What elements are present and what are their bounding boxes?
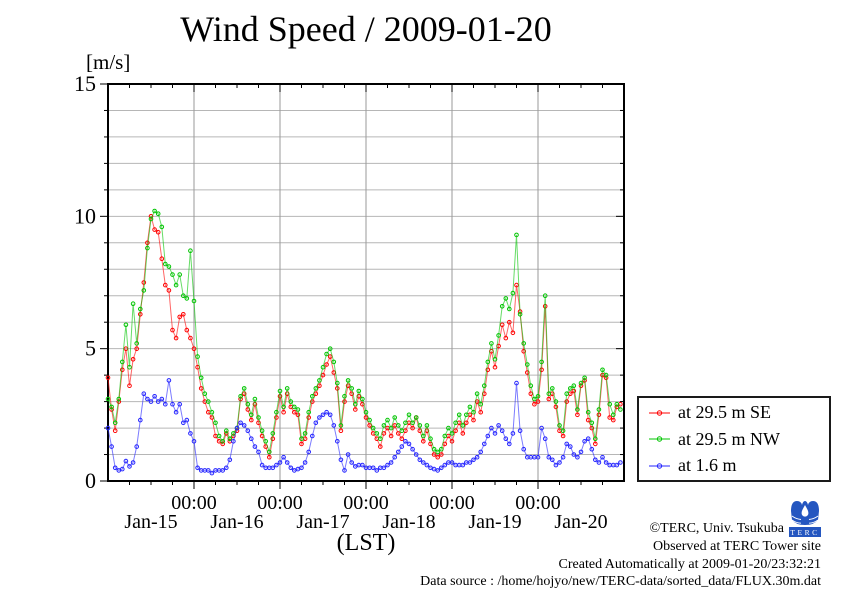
series-at-1-6-m bbox=[105, 378, 623, 476]
legend-item-29-5m-nw: at 29.5 m NW bbox=[648, 427, 829, 451]
x-tick-midnight-label: 00:00 bbox=[257, 492, 303, 514]
y-axis-unit-label: [m/s] bbox=[86, 50, 131, 74]
y-tick-label: 5 bbox=[85, 336, 96, 361]
copyright-text: ©TERC, Univ. Tsukuba bbox=[649, 521, 785, 536]
legend-marker-blue bbox=[649, 462, 670, 469]
data-source-text: Data source : /home/hojyo/new/TERC-data/… bbox=[420, 574, 821, 589]
page-title: Wind Speed / 2009-01-20 bbox=[180, 9, 552, 49]
x-tick-day-label: Jan-17 bbox=[296, 511, 349, 533]
x-tick-midnight-label: 00:00 bbox=[343, 492, 389, 514]
y-tick-label: 0 bbox=[85, 468, 96, 493]
observed-site-text: Observed at TERC Tower site bbox=[652, 539, 821, 554]
x-tick-day-label: Jan-16 bbox=[210, 511, 263, 533]
terc-logo: TERC bbox=[789, 501, 821, 537]
x-tick-day-label: Jan-20 bbox=[554, 511, 607, 533]
x-tick-midnight-label: 00:00 bbox=[429, 492, 475, 514]
vertical-gridlines bbox=[193, 84, 539, 481]
x-tick-day-label: Jan-15 bbox=[124, 511, 177, 533]
x-tick-midnight-label: 00:00 bbox=[515, 492, 561, 514]
water-drop-icon bbox=[801, 505, 809, 517]
x-tick-day-label: Jan-19 bbox=[468, 511, 521, 533]
axis-ticks bbox=[100, 83, 624, 489]
series-at-29-5-m-nw bbox=[105, 208, 623, 455]
x-tick-day-label: Jan-18 bbox=[382, 511, 435, 533]
created-timestamp-text: Created Automatically at 2009-01-20/23:3… bbox=[558, 557, 821, 572]
legend: at 29.5 m SE at 29.5 m NW at 1.6 m bbox=[637, 396, 831, 482]
legend-marker-green bbox=[649, 436, 670, 442]
y-tick-labels: 0 5 10 15 bbox=[74, 71, 96, 493]
y-tick-label: 10 bbox=[74, 203, 96, 228]
x-axis-label: (LST) bbox=[336, 530, 396, 556]
x-tick-midnight-label: 00:00 bbox=[171, 492, 217, 514]
legend-item-1-6m: at 1.6 m bbox=[648, 454, 829, 478]
legend-item-29-5m-se: at 29.5 m SE bbox=[648, 401, 829, 425]
logo-text: TERC bbox=[790, 528, 819, 537]
legend-label: at 29.5 m SE bbox=[678, 402, 771, 422]
legend-label: at 1.6 m bbox=[678, 455, 737, 475]
legend-label: at 29.5 m NW bbox=[678, 428, 780, 449]
y-tick-label: 15 bbox=[74, 71, 96, 96]
legend-marker-red bbox=[649, 409, 670, 416]
